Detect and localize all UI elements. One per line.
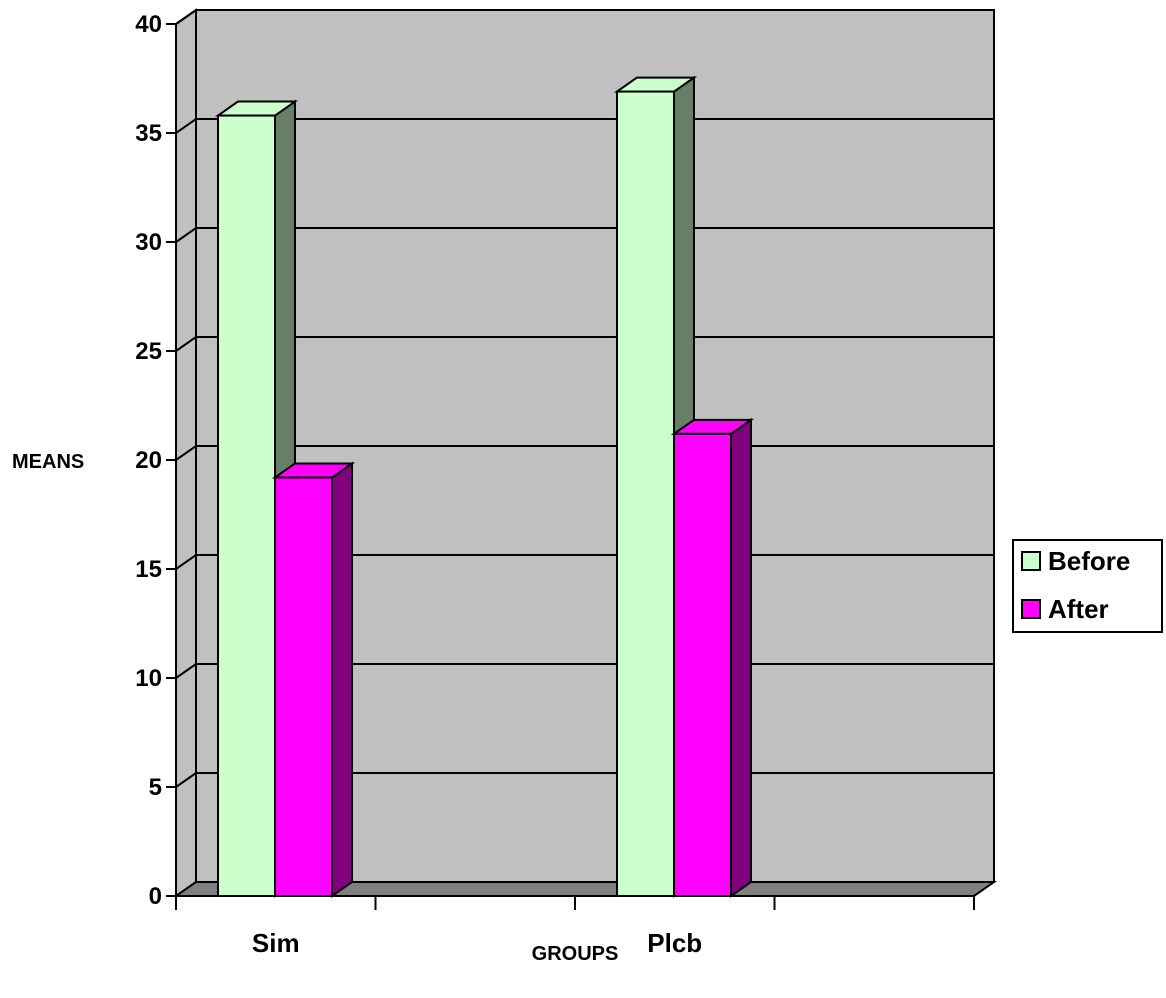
legend-label-before: Before [1048, 546, 1130, 576]
y-tick-label: 10 [135, 665, 162, 692]
bar-before-sim [214, 99, 299, 898]
bar-after-sim [271, 461, 356, 898]
x-category-label: Sim [252, 928, 300, 958]
gridline [175, 227, 994, 243]
gridline [175, 9, 994, 25]
bar-front [274, 476, 333, 897]
x-category-labels: Sim Plcb [252, 928, 702, 958]
x-axis-title: GROUPS [532, 943, 619, 965]
bars [214, 75, 755, 898]
axes [166, 23, 975, 910]
gridline [175, 336, 994, 352]
legend: Before After [1012, 539, 1163, 633]
bar-front [616, 90, 675, 897]
y-tick-label: 20 [135, 447, 162, 474]
bar-front [217, 114, 276, 897]
x-category-label: Plcb [647, 928, 702, 958]
y-tick-label: 35 [135, 120, 162, 147]
y-tick-label: 40 [135, 11, 162, 38]
y-tick-label: 25 [135, 338, 162, 365]
y-tick-label: 30 [135, 229, 162, 256]
y-axis-title: MEANS [12, 451, 84, 473]
y-tick-label: 5 [149, 774, 162, 801]
y-tick-label: 15 [135, 556, 162, 583]
bar-side [730, 417, 752, 898]
legend-swatch-before [1021, 551, 1041, 571]
gridline [175, 118, 994, 134]
legend-swatch-after [1021, 599, 1041, 619]
legend-label-after: After [1048, 594, 1109, 624]
bar-after-plcb [670, 417, 755, 898]
y-tick-label: 0 [149, 883, 162, 910]
bar-side [331, 461, 353, 898]
bar-front [673, 432, 732, 897]
y-tick-labels: 0 5 10 15 20 25 30 35 40 [135, 11, 162, 910]
